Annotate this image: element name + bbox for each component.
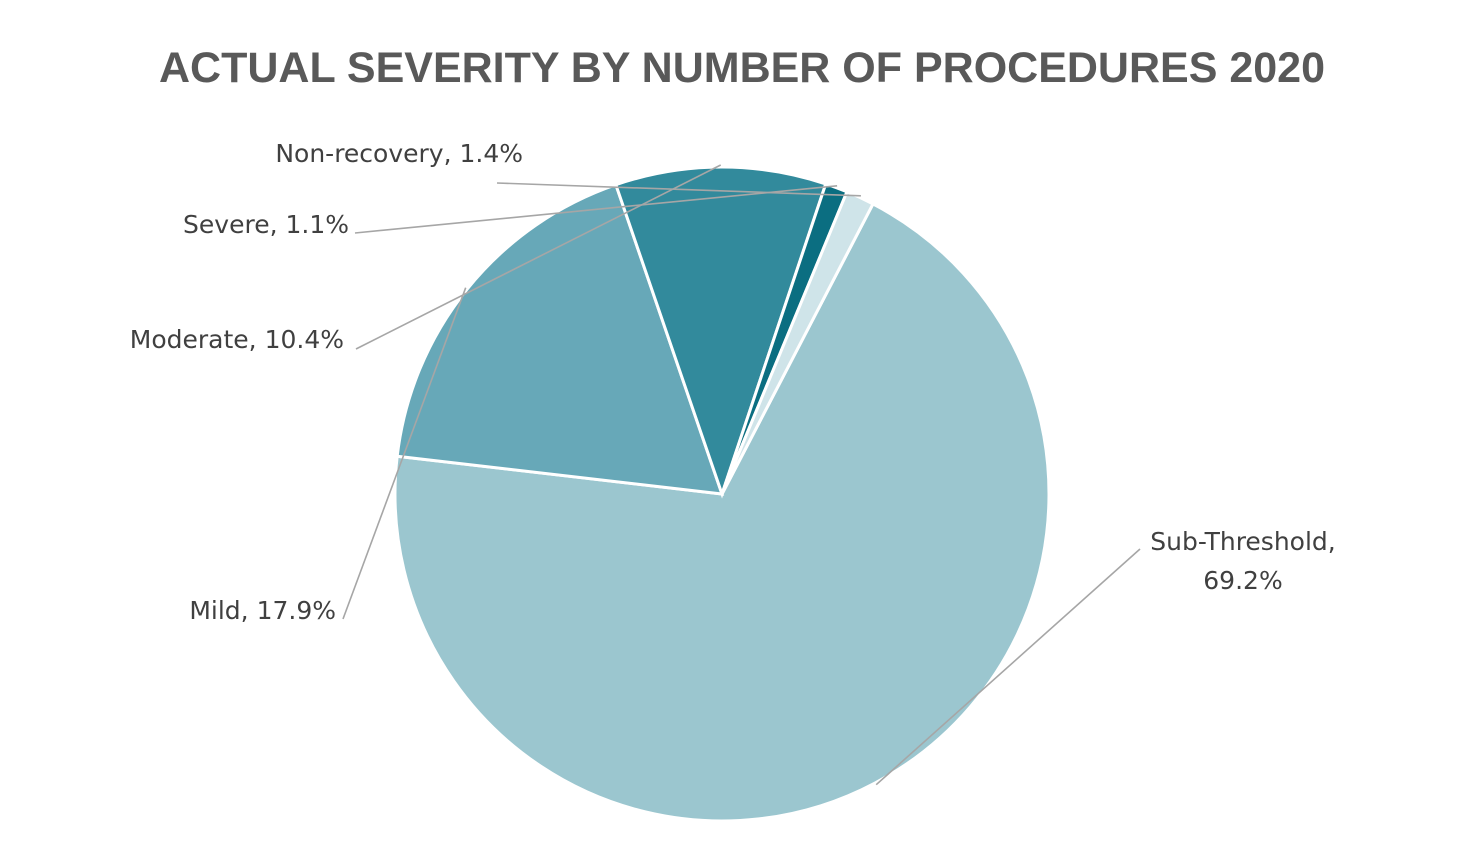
- leader-lines: [342, 164, 1141, 786]
- pie-slice-sub-threshold: [393, 201, 1051, 823]
- data-label-severe: Severe, 1.1%: [183, 210, 349, 239]
- pie-slice-non-recovery: [720, 189, 876, 495]
- pie-slices: [393, 165, 1051, 823]
- pie-slice-moderate: [613, 165, 828, 499]
- leader-line-sub-threshold: [875, 548, 1141, 786]
- data-labels: Sub-Threshold, 69.2% Mild, 17.9% Moderate, …: [130, 139, 1336, 625]
- data-label-mild: Mild, 17.9%: [189, 596, 336, 625]
- leader-line-non-recovery: [496, 182, 861, 197]
- leader-line-moderate: [355, 164, 722, 350]
- leader-line-severe: [354, 185, 838, 234]
- data-label-non-recovery: Non-recovery, 1.4%: [275, 139, 523, 168]
- data-label-sub-threshold: Sub-Threshold, 69.2%: [1150, 527, 1335, 595]
- data-label-moderate: Moderate, 10.4%: [130, 325, 344, 354]
- pie-slice-mild: [395, 182, 725, 496]
- chart-title: ACTUAL SEVERITY BY NUMBER OF PROCEDURES …: [159, 44, 1325, 92]
- leader-line-mild: [342, 287, 467, 620]
